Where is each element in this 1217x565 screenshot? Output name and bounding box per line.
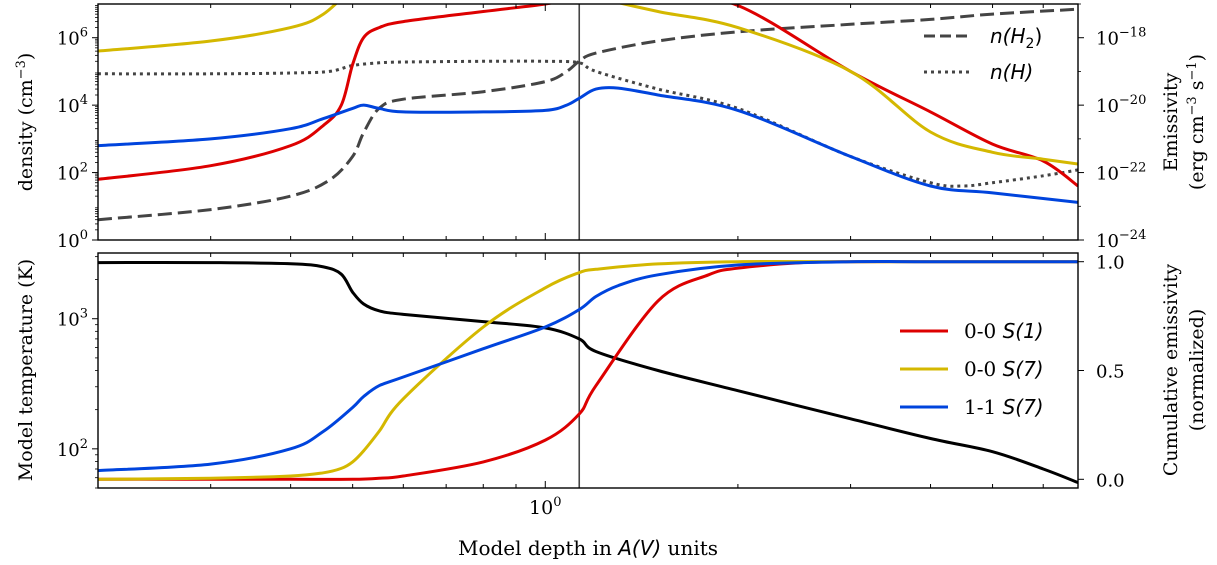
tick-base: 10 — [57, 310, 80, 331]
legend-label-s01-math: S(1) — [1003, 319, 1044, 343]
tick-base: 10 — [1096, 164, 1119, 185]
series-line-nH — [98, 59, 1078, 188]
bottom-right-axis-label-line1: Cumulative emissivity — [1160, 264, 1182, 477]
tick-base: 10 — [57, 231, 80, 252]
tick-exp: 0 — [80, 228, 88, 243]
x-tick-label-10-0: 100 — [529, 495, 561, 519]
left-y-tick-label: 100 — [57, 228, 88, 252]
x-axis-label-math: A(V) — [616, 536, 661, 560]
tick-exp: 2 — [80, 161, 88, 176]
left-y-tick-label: 104 — [57, 93, 88, 117]
top-right-label-exp1: −3 — [1185, 96, 1200, 115]
right-y-tick-label: 10−24 — [1096, 228, 1146, 252]
legend-label-s07-math: S(7) — [1003, 357, 1044, 381]
bottom-series-group — [98, 253, 1078, 488]
series-line-s01 — [98, 4, 1078, 188]
legend-label-s17-math: S(7) — [1003, 395, 1044, 419]
left-y-tick-label: 102 — [57, 437, 88, 461]
legend-label-nh2-main: n(H — [990, 24, 1026, 48]
tick-base: 10 — [57, 96, 80, 117]
top-axes-frame — [97, 3, 1079, 241]
tick-exp: −18 — [1119, 26, 1146, 41]
right-y-tick-label: 10−20 — [1096, 93, 1146, 117]
bottom-right-axis-label-line2: (normalized) — [1186, 309, 1208, 432]
top-left-axis-label: density (cm−3) — [14, 53, 37, 192]
tick-base: 10 — [1096, 231, 1119, 252]
series-line-s07 — [98, 4, 1078, 166]
top-right-label-exp2: −1 — [1185, 61, 1200, 80]
left-y-tick-label: 106 — [57, 26, 88, 50]
legend-label-s01: 0-0 S(1) — [964, 319, 1044, 343]
x-axis-label-suffix: units — [661, 536, 718, 560]
top-right-label-b: s — [1186, 81, 1208, 97]
top-left-axis-label-exp: −3 — [14, 60, 29, 79]
legend-label-nh2-close: ) — [1034, 24, 1042, 48]
x-tick-base: 10 — [529, 497, 553, 519]
legend-label-s17: 1-1 S(7) — [964, 395, 1044, 419]
series-line-nH2 — [98, 7, 1078, 222]
tick-exp: 3 — [80, 307, 88, 322]
right-y-tick-label: 1.0 — [1096, 253, 1125, 274]
top-right-label-c: ) — [1186, 54, 1208, 61]
tick-base: 10 — [1096, 29, 1119, 50]
right-y-tick-label: 0.5 — [1096, 362, 1125, 383]
top-legend: n(H2) n(H) — [924, 24, 1042, 84]
bottom-left-axis-label: Model temperature (K) — [15, 259, 37, 481]
top-right-label-a: (erg cm — [1186, 115, 1208, 190]
legend-label-nh: n(H) — [990, 60, 1033, 84]
tick-base: 10 — [57, 440, 80, 461]
tick-exp: −20 — [1119, 93, 1146, 108]
top-right-axis-label-line2: (erg cm−3 s−1) — [1185, 54, 1208, 190]
x-axis-label: Model depth in A(V) units — [458, 536, 718, 560]
legend-label-nh2-sub: 2 — [1026, 36, 1035, 52]
top-left-axis-label-close: ) — [15, 53, 37, 60]
tick-exp: 2 — [80, 437, 88, 452]
bottom-legend: 0-0 S(1) 0-0 S(7) 1-1 S(7) — [900, 319, 1044, 419]
tick-exp: 6 — [80, 26, 88, 41]
legend-label-s01-prefix: 0-0 — [964, 319, 1003, 343]
tick-base: 10 — [57, 29, 80, 50]
tick-base: 10 — [57, 164, 80, 185]
x-axis-label-prefix: Model depth in — [458, 536, 618, 560]
left-y-tick-label: 103 — [57, 307, 88, 331]
right-y-tick-label: 10−18 — [1096, 26, 1146, 50]
tick-base: 10 — [1096, 96, 1119, 117]
top-right-axis-label-line1: Emissivity — [1160, 72, 1182, 171]
tick-exp: 4 — [80, 93, 88, 108]
right-y-tick-label: 0.0 — [1096, 470, 1125, 491]
top-left-axis-label-text: density (cm — [15, 79, 37, 191]
right-y-tick-label: 10−22 — [1096, 161, 1146, 185]
top-series-group — [98, 4, 1078, 240]
x-tick-exp: 0 — [553, 495, 561, 510]
legend-label-s07: 0-0 S(7) — [964, 357, 1044, 381]
bottom-axes-frame — [97, 252, 1079, 489]
legend-label-s17-prefix: 1-1 — [964, 395, 1003, 419]
tick-exp: −22 — [1119, 161, 1146, 176]
legend-label-s07-prefix: 0-0 — [964, 357, 1003, 381]
series-line-s17 — [98, 86, 1078, 204]
series-line-temp — [98, 261, 1078, 484]
series-line-c17 — [98, 259, 1078, 473]
left-y-tick-label: 102 — [57, 161, 88, 185]
legend-label-nh2: n(H2) — [990, 24, 1042, 52]
tick-exp: −24 — [1119, 228, 1146, 243]
